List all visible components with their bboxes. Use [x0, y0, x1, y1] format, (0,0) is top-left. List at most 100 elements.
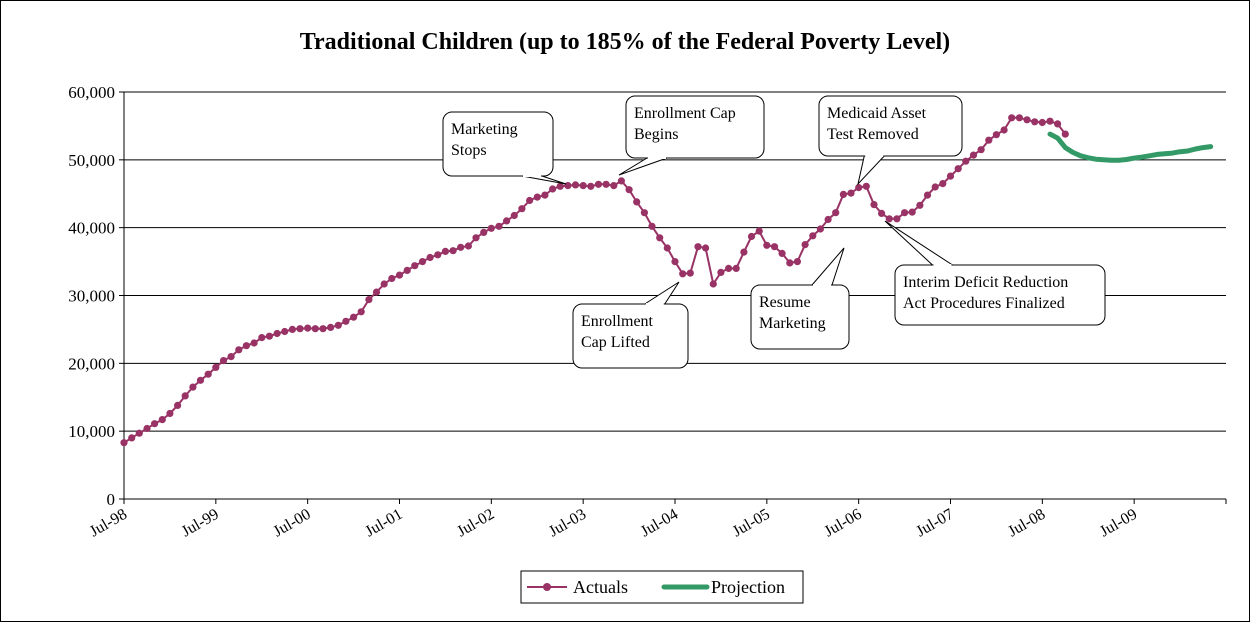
series — [120, 114, 1214, 447]
data-point — [242, 342, 250, 350]
legend-marker-actuals — [543, 583, 551, 591]
data-point — [372, 288, 381, 296]
data-point — [770, 243, 779, 251]
data-point — [526, 196, 534, 205]
legend-label-actuals: Actuals — [573, 577, 628, 597]
data-point — [801, 241, 809, 249]
legend: Actuals Projection — [520, 570, 804, 604]
data-point — [1046, 117, 1054, 125]
data-point — [870, 201, 878, 209]
data-point — [487, 224, 495, 232]
data-point — [946, 172, 955, 180]
data-point — [403, 266, 411, 274]
y-tick-label: 50,000 — [68, 151, 115, 170]
data-point — [158, 416, 166, 424]
data-point — [411, 262, 419, 270]
series-line-actuals — [123, 116, 1067, 444]
data-point — [885, 215, 893, 223]
data-point — [380, 280, 388, 288]
annotations: Marketing Stops Enrollment Cap Begins Medica… — [442, 95, 1106, 369]
data-point — [656, 234, 664, 242]
callout-box — [750, 284, 850, 350]
annotation-label: Medicaid Asset — [827, 105, 927, 122]
data-point — [327, 323, 335, 331]
data-point — [939, 180, 947, 188]
legend-label-projection: Projection — [711, 577, 785, 597]
data-point — [418, 258, 427, 266]
data-point — [969, 151, 978, 159]
data-point — [671, 258, 679, 266]
data-point — [357, 308, 365, 316]
annotation-label: Cap Lifted — [581, 334, 650, 351]
data-point — [265, 332, 273, 340]
annotation-label: Stops — [451, 142, 487, 159]
data-point — [587, 182, 595, 190]
data-point — [763, 241, 771, 249]
data-point — [181, 392, 189, 400]
data-point — [288, 325, 296, 333]
data-point — [457, 243, 465, 251]
data-point — [732, 264, 740, 272]
series-line-projection — [1047, 131, 1214, 163]
data-point — [434, 251, 442, 259]
data-point — [518, 205, 526, 213]
data-point — [778, 249, 786, 257]
data-point — [304, 324, 312, 332]
callout-box — [894, 264, 1106, 326]
data-point — [227, 353, 235, 361]
data-point — [564, 182, 572, 190]
data-point — [510, 211, 518, 220]
data-point — [1015, 114, 1024, 122]
data-point — [640, 209, 649, 217]
data-point — [878, 209, 886, 217]
data-point — [319, 325, 327, 333]
data-point — [189, 383, 197, 391]
data-point — [250, 339, 258, 347]
data-point — [901, 209, 909, 217]
data-point — [847, 189, 855, 197]
data-point — [571, 181, 580, 189]
data-point — [747, 232, 756, 241]
data-point — [541, 191, 549, 199]
data-point — [235, 346, 243, 354]
data-point — [281, 327, 289, 336]
data-point — [1031, 118, 1039, 126]
data-point — [503, 217, 511, 225]
annotation-label: Interim Deficit Reduction — [903, 274, 1068, 291]
data-point — [839, 190, 848, 198]
data-point — [365, 296, 373, 304]
data-point — [977, 146, 985, 154]
data-point — [740, 248, 748, 256]
data-point — [258, 334, 266, 342]
annotation-label: Enrollment — [581, 313, 654, 330]
data-point — [725, 264, 733, 272]
data-point — [464, 242, 472, 250]
data-point — [1008, 114, 1016, 122]
annotation-label: Marketing — [451, 121, 518, 138]
data-point — [334, 321, 342, 329]
data-point — [832, 209, 840, 217]
data-point — [311, 325, 319, 333]
data-point — [617, 177, 626, 185]
data-point — [296, 325, 304, 333]
gridlines — [124, 91, 1226, 432]
data-point — [342, 317, 350, 325]
data-point — [1038, 118, 1046, 127]
data-point — [663, 244, 671, 252]
data-point — [686, 269, 694, 277]
data-point — [816, 225, 825, 233]
data-point — [954, 165, 962, 173]
data-point — [1061, 130, 1069, 138]
data-point — [151, 420, 159, 428]
y-tick-label: 10,000 — [68, 422, 115, 441]
data-point — [212, 363, 220, 371]
callout-box — [625, 95, 765, 159]
data-point — [633, 198, 641, 206]
data-point — [449, 247, 457, 255]
data-point — [1023, 116, 1031, 124]
annotation-label: Act Procedures Finalized — [903, 295, 1065, 312]
data-point — [128, 434, 136, 442]
y-tick-label: 30,000 — [68, 287, 115, 306]
